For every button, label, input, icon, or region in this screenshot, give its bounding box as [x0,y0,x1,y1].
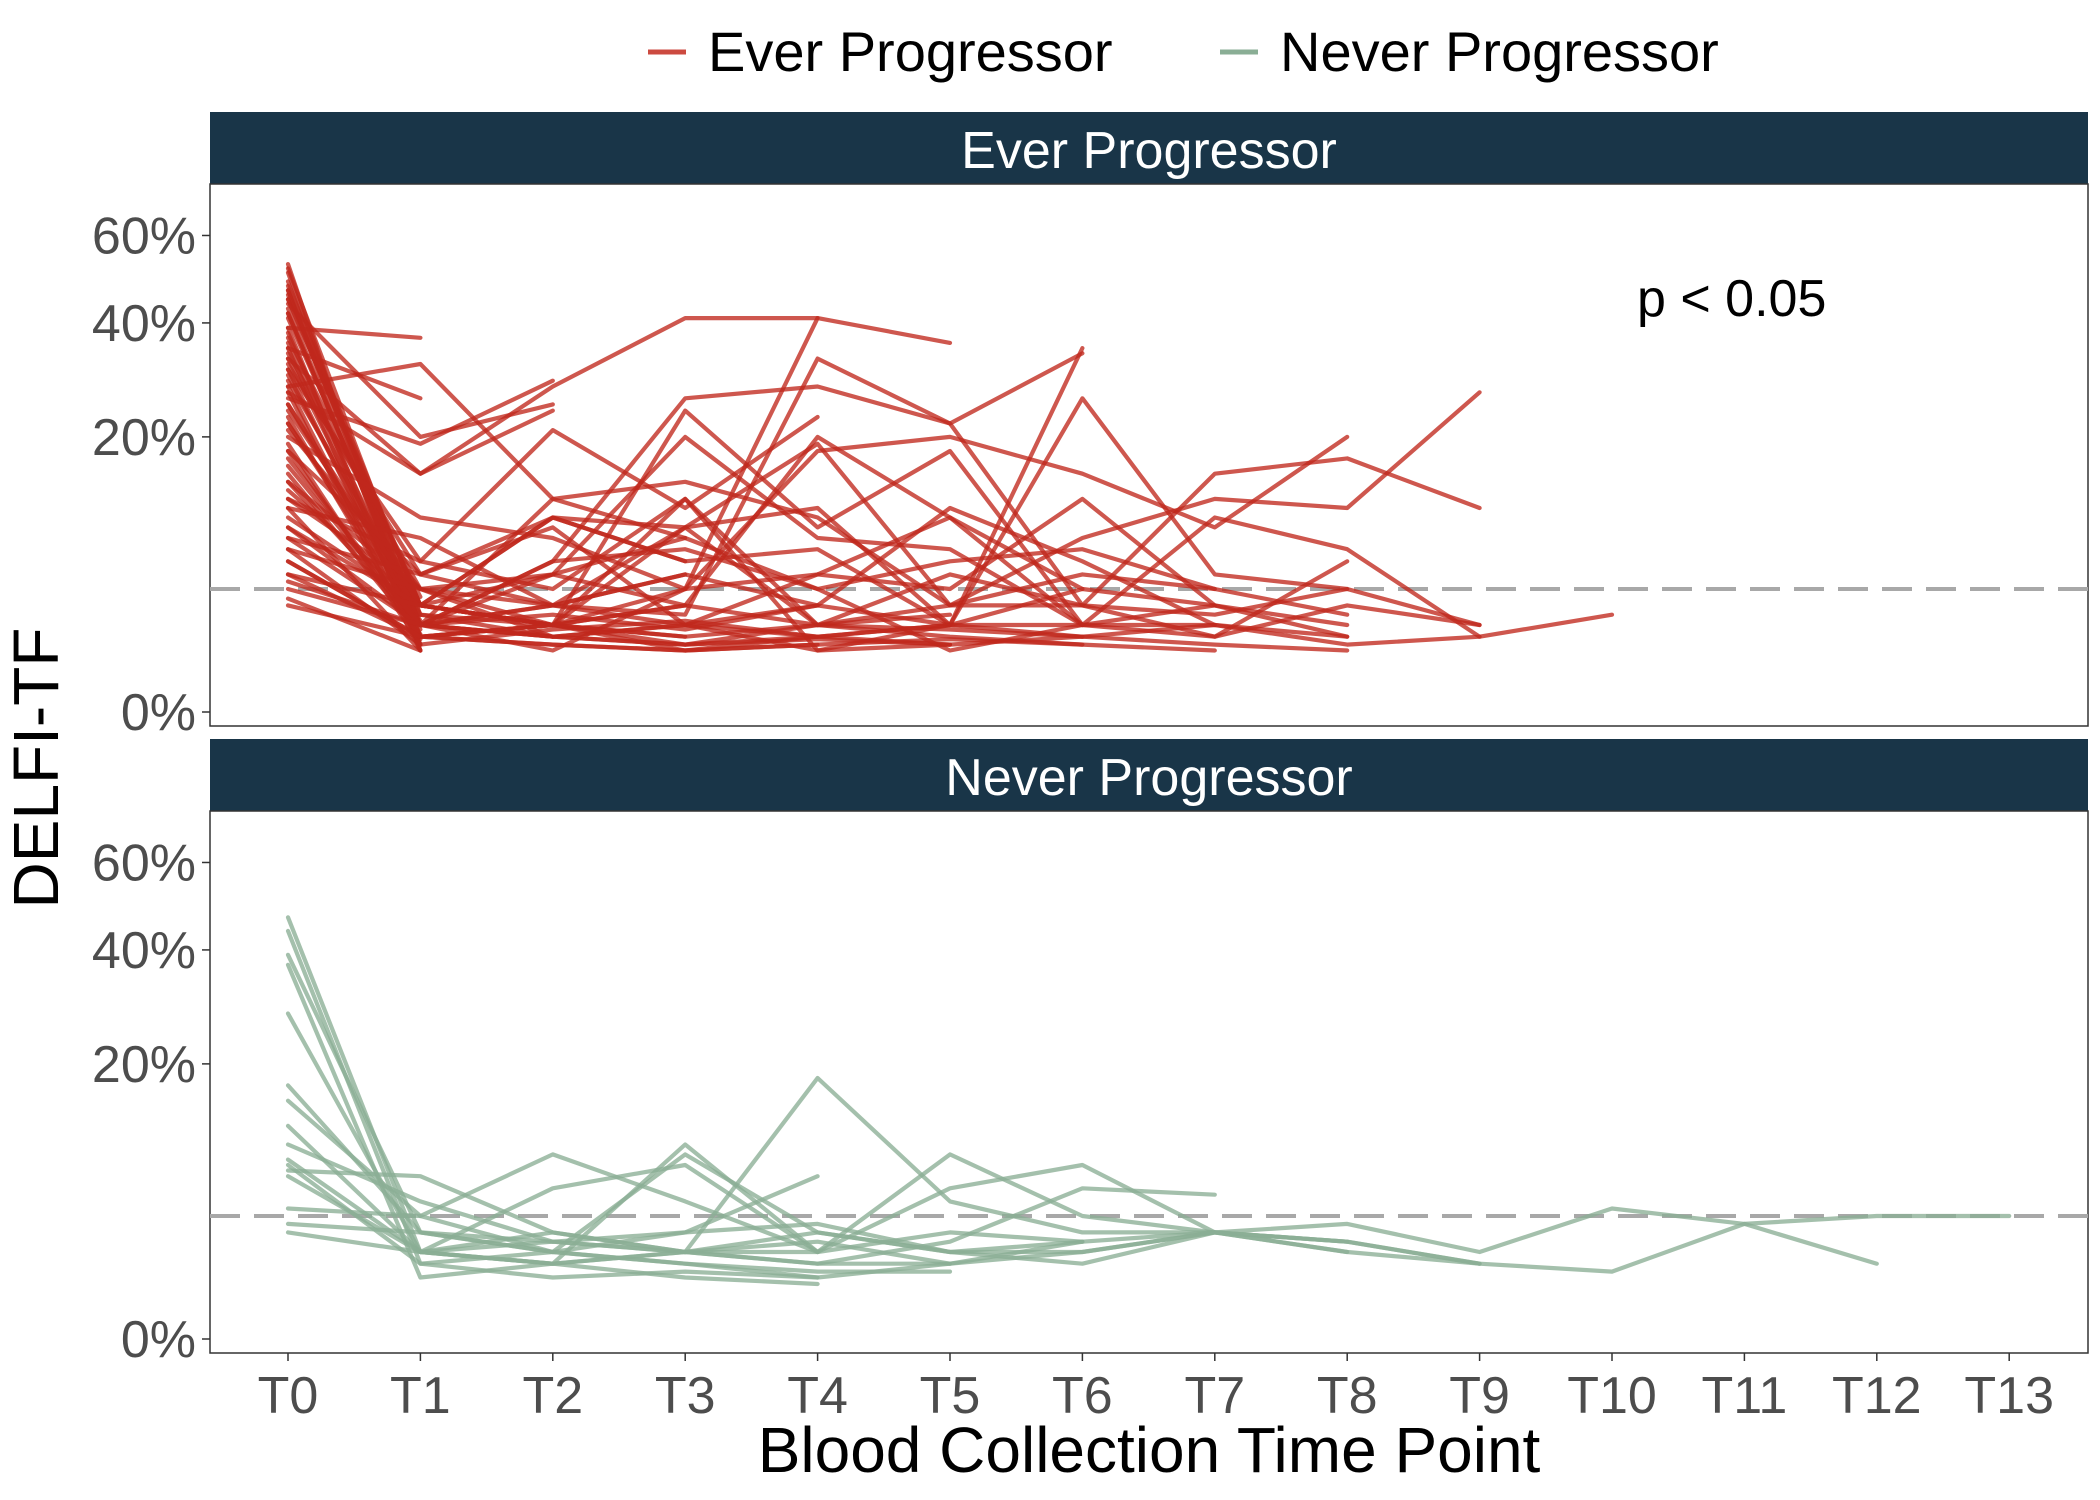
y-tick-label: 20% [92,1036,196,1094]
x-tick-label: T12 [1832,1367,1922,1425]
strip-ever [210,112,2088,184]
series-line [285,434,1350,639]
series-line [285,316,820,476]
series-line [285,559,1217,653]
series-line [285,1157,2012,1255]
y-tick-label: 60% [92,207,196,265]
series-lines-never [285,915,2012,1287]
x-tick-label: T10 [1567,1367,1657,1425]
series-line [285,496,1217,628]
panel-never-progressor: Never Progressor 0% 20% 40% 60% [92,739,2089,1369]
y-axis-title: DELFI-TF [0,628,72,909]
series-line [285,1162,1879,1274]
x-axis: T0 T1 T2 T3 T4 T5 T6 T7 T8 T9 T10 T11 T12 T13 [258,1353,2054,1425]
legend: Ever Progressor Never Progressor [648,20,1719,83]
x-tick-label: T2 [522,1367,583,1425]
strip-title-ever: Ever Progressor [961,122,1337,180]
series-line [285,1174,820,1244]
y-tick-label: 60% [92,834,196,892]
series-line [285,505,1217,628]
x-tick-label: T7 [1184,1367,1245,1425]
panel-ever-progressor: Ever Progressor 0% 20% 40% 60% p < 0.05 [92,112,2089,742]
x-tick-label: T3 [655,1367,716,1425]
strip-never [210,739,2088,811]
series-line [285,596,423,653]
series-line [285,325,423,340]
series-line [285,1206,1217,1280]
series-line [285,535,1350,653]
legend-label-never: Never Progressor [1280,20,1719,83]
x-tick-label: T4 [787,1367,848,1425]
panel-border-ever [209,183,2089,727]
x-tick-label: T0 [258,1367,319,1425]
series-line [285,928,820,1280]
x-tick-label: T5 [920,1367,981,1425]
series-lines-ever [285,262,1615,653]
x-tick-label: T13 [1964,1367,2054,1425]
series-line [285,1230,1350,1266]
x-axis-title: Blood Collection Time Point [758,1414,1541,1486]
y-axis-never: 0% 20% 40% 60% [92,834,210,1369]
strip-title-never: Never Progressor [945,749,1352,807]
x-tick-label: T8 [1317,1367,1378,1425]
y-tick-label: 40% [92,295,196,353]
series-line [285,361,1482,628]
y-axis-ever: 0% 20% 40% 60% [92,207,210,742]
y-tick-label: 0% [121,1311,196,1369]
y-tick-label: 20% [92,409,196,467]
x-tick-label: T1 [390,1367,451,1425]
legend-label-ever: Ever Progressor [708,20,1113,83]
series-line [285,1174,1217,1266]
x-tick-label: T11 [1702,1367,1788,1425]
x-tick-label: T9 [1449,1367,1510,1425]
series-line [285,525,1350,628]
panel-border-never [209,810,2089,1354]
series-line [285,579,1482,639]
x-tick-label: T6 [1052,1367,1113,1425]
y-tick-label: 0% [121,684,196,742]
series-line [285,952,953,1274]
p-value-annotation: p < 0.05 [1637,270,1826,328]
y-tick-label: 40% [92,922,196,980]
